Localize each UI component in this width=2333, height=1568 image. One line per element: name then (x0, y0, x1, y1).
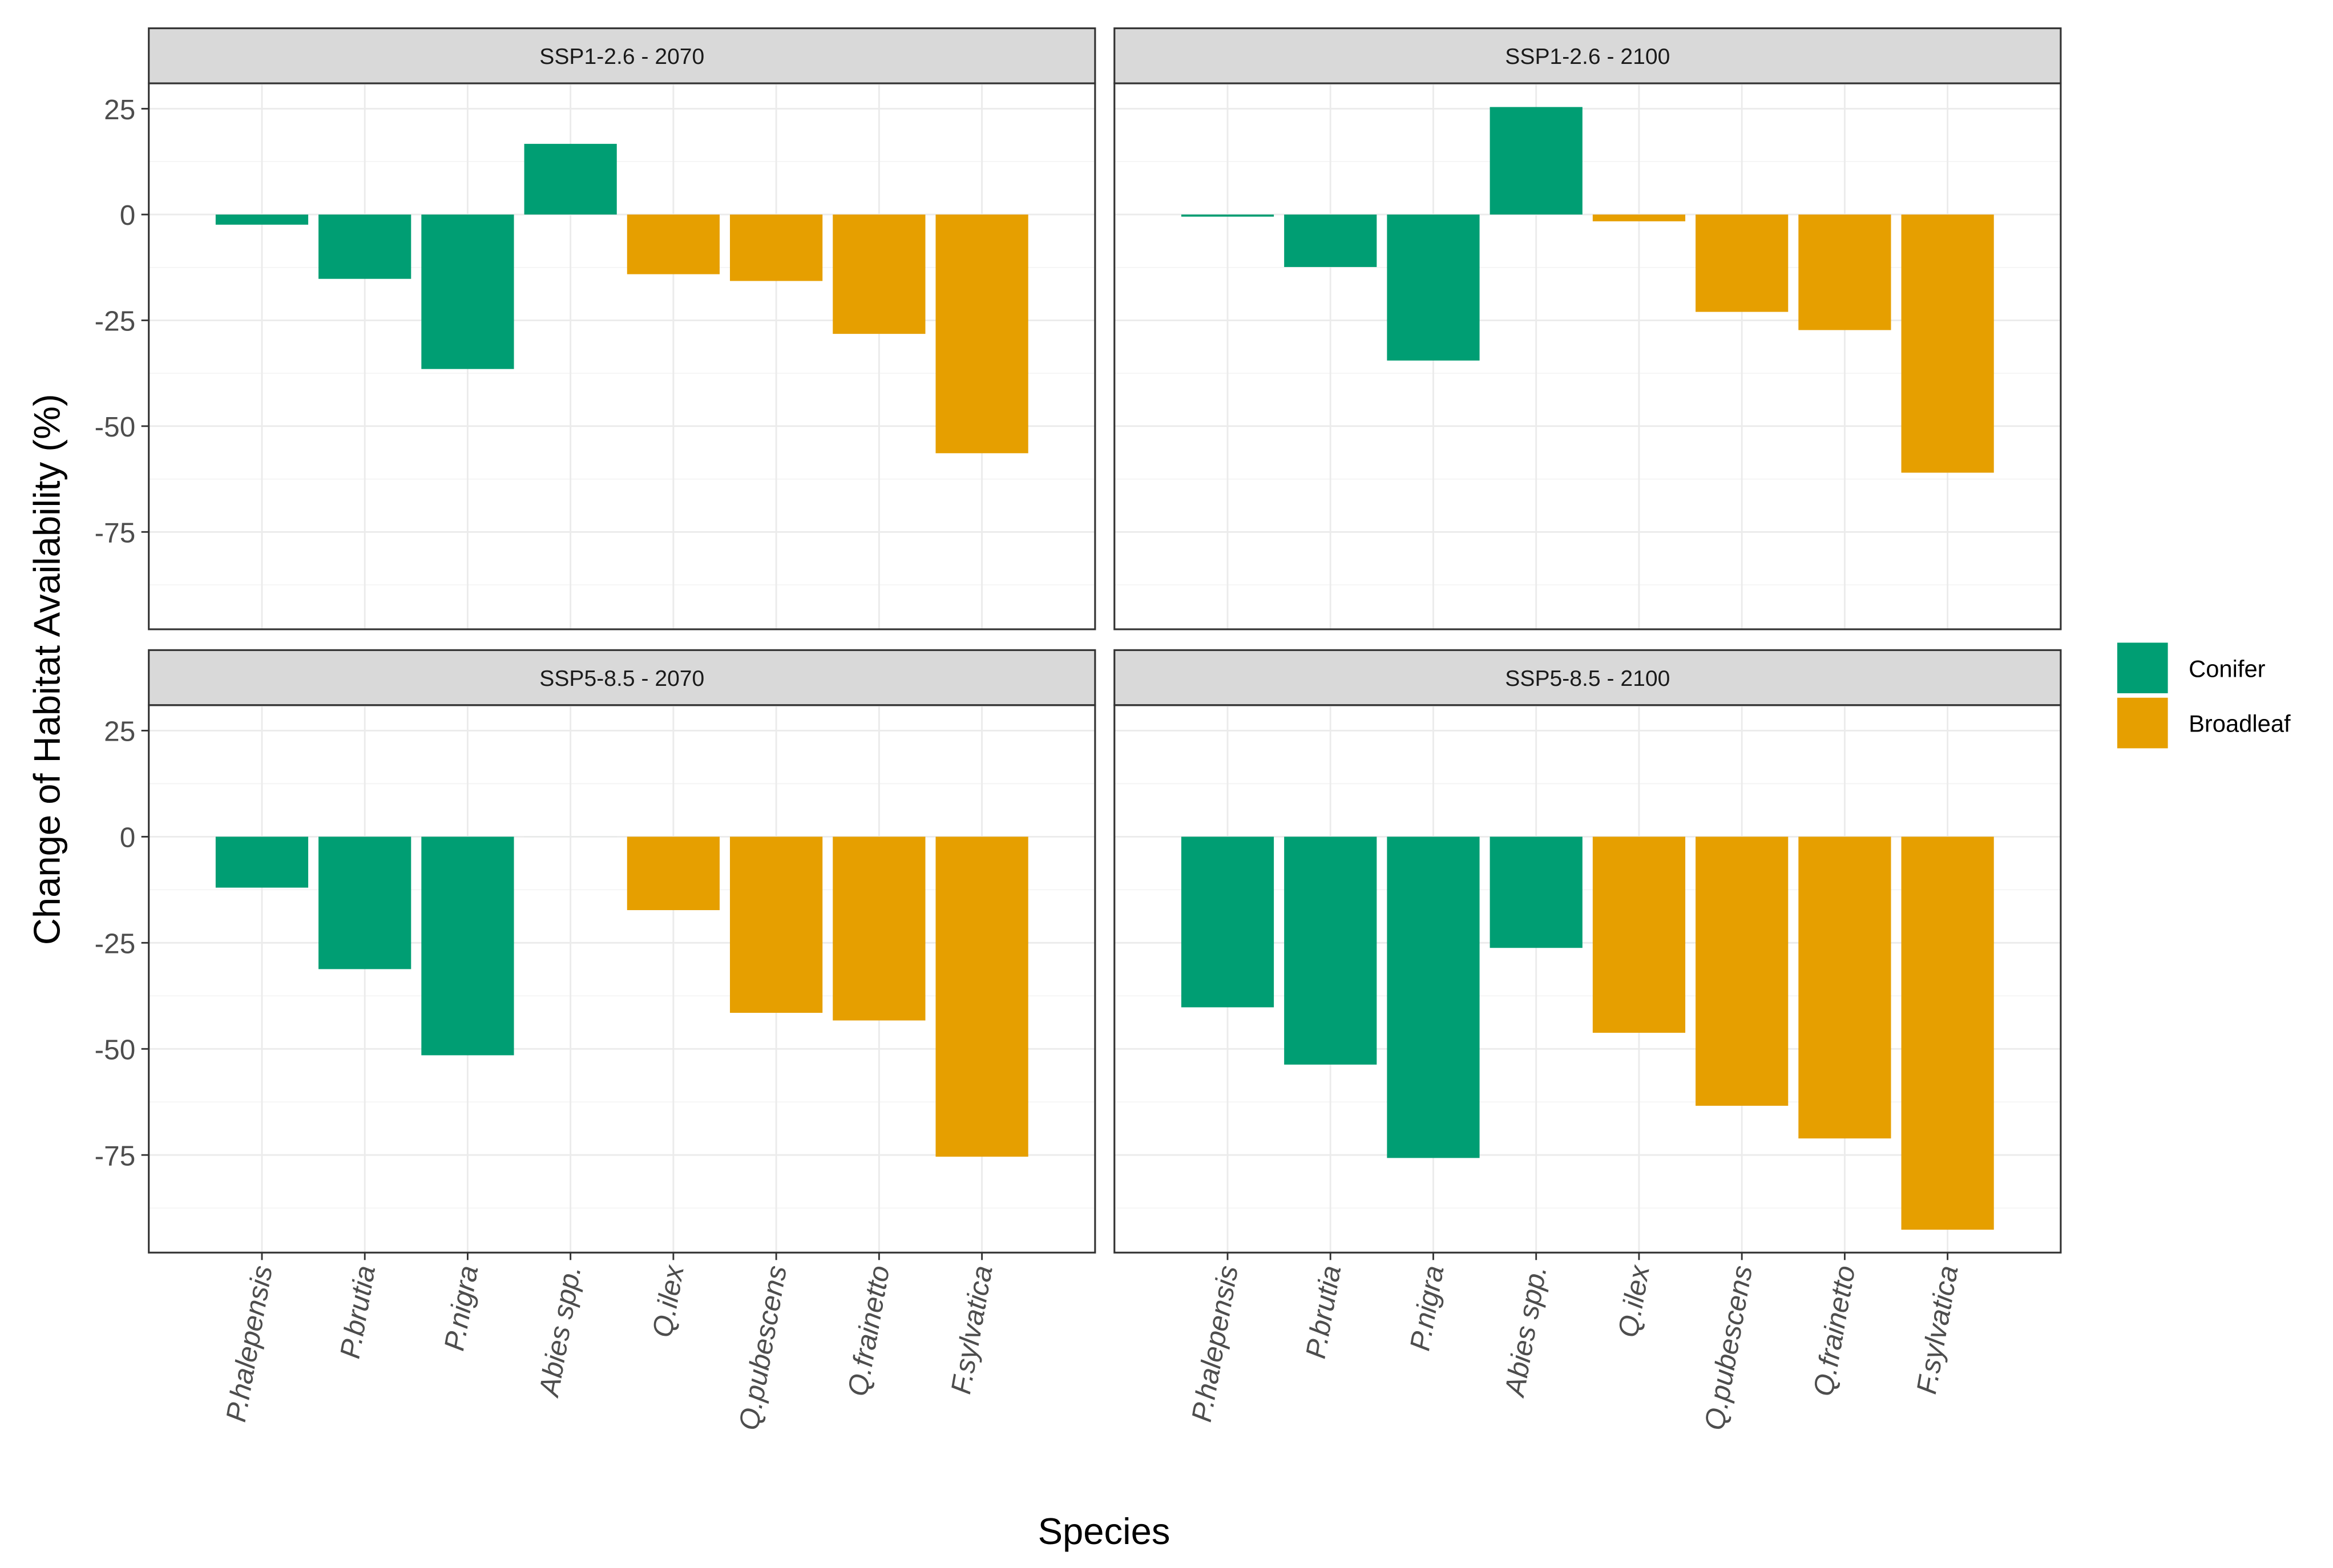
bar-abies-spp- (1490, 836, 1583, 948)
y-tick-label: -75 (95, 1140, 136, 1171)
bar-p-nigra (1387, 836, 1480, 1158)
panel-border (148, 704, 1096, 1254)
x-tick-label: P.halepensis (220, 1263, 278, 1424)
panel-border (1113, 704, 2062, 1254)
x-tick-label: P.nigra (1404, 1263, 1450, 1353)
bar-p-brutia (1284, 214, 1377, 267)
bar-q-ilex (1592, 836, 1686, 1033)
panel-border (1113, 82, 2062, 631)
panel-3: SSP5-8.5 - 2070 25 0 -25 -50 -75 P.halepensis P… (95, 649, 1096, 1433)
panel-4: SSP5-8.5 - 2100 P.halepensis P.brutia P.nig… (1113, 649, 2062, 1433)
legend-key-broadleaf (2117, 697, 2168, 749)
legend-label: Conifer (2189, 655, 2266, 682)
x-tick-label: F.sylvatica (945, 1263, 999, 1397)
y-tick-label: 0 (120, 200, 136, 231)
bar-q-ilex (1592, 214, 1686, 221)
facet-strip (1113, 27, 2062, 84)
facet-strip (148, 649, 1096, 706)
bar-p-halepensis (1181, 214, 1274, 217)
y-tick-label: -50 (95, 1034, 136, 1066)
bar-q-frainetto (1798, 836, 1891, 1139)
y-tick-label: -25 (95, 306, 136, 337)
bar-f-sylvatica (935, 214, 1028, 454)
bar-q-pubescens (730, 836, 823, 1013)
bar-p-halepensis (1181, 836, 1274, 1008)
bar-q-pubescens (1696, 214, 1789, 312)
bar-q-ilex (627, 836, 720, 911)
x-tick-label: Q.pubescens (733, 1263, 793, 1433)
bar-q-frainetto (833, 214, 926, 334)
y-tick-label: -75 (95, 518, 136, 549)
x-axis-title: Species (1038, 1510, 1170, 1552)
bar-p-brutia (318, 836, 411, 969)
x-tick-label: P.nigra (438, 1263, 484, 1353)
bar-p-brutia (318, 214, 411, 279)
x-tick-label: P.brutia (334, 1263, 382, 1361)
y-tick-label: 0 (120, 822, 136, 854)
bar-q-frainetto (833, 836, 926, 1021)
facet-title: SSP5-8.5 - 2100 (1505, 666, 1670, 691)
panel-1: SSP1-2.6 - 2070 25 0 -25 -50 -75 (95, 27, 1096, 631)
x-tick-label: Q.ilex (1612, 1262, 1656, 1339)
panel-2: SSP1-2.6 - 2100 (1113, 27, 2062, 631)
x-tick-label: Q.frainetto (1807, 1263, 1861, 1399)
bar-p-halepensis (215, 214, 309, 225)
x-tick-label: F.sylvatica (1911, 1263, 1964, 1397)
bar-f-sylvatica (935, 836, 1028, 1157)
x-tick-label: P.brutia (1300, 1263, 1347, 1361)
facet-title: SSP5-8.5 - 2070 (539, 666, 704, 691)
bar-q-frainetto (1798, 214, 1891, 330)
facet-strip (148, 27, 1096, 84)
bar-abies-spp- (524, 144, 617, 215)
facet-title: SSP1-2.6 - 2070 (539, 45, 704, 69)
x-tick-label: Q.ilex (647, 1262, 691, 1339)
x-tick-label: Abies spp. (533, 1263, 587, 1400)
x-tick-label: Abies spp. (1499, 1263, 1553, 1400)
y-tick-label: -50 (95, 411, 136, 443)
y-axis-title: Change of Habitat Availability (%) (26, 394, 67, 945)
legend-key-conifer (2117, 642, 2168, 693)
x-tick-label: P.halepensis (1186, 1263, 1244, 1424)
facet-strip (1113, 649, 2062, 706)
panel-border (148, 82, 1096, 631)
bar-q-ilex (627, 214, 720, 274)
x-tick-label: Q.pubescens (1698, 1263, 1758, 1433)
bar-f-sylvatica (1901, 214, 1994, 473)
legend-label: Broadleaf (2189, 710, 2291, 737)
y-tick-label: 25 (104, 716, 135, 747)
x-tick-label: Q.frainetto (842, 1263, 895, 1399)
bar-p-halepensis (215, 836, 309, 888)
y-tick-label: -25 (95, 928, 136, 960)
bar-p-nigra (421, 214, 514, 369)
facet-title: SSP1-2.6 - 2100 (1505, 45, 1670, 69)
bar-p-nigra (421, 836, 514, 1056)
bar-q-pubescens (1696, 836, 1789, 1106)
bar-p-brutia (1284, 836, 1377, 1065)
y-tick-label: 25 (104, 94, 135, 126)
bar-f-sylvatica (1901, 836, 1994, 1230)
legend: Conifer Broadleaf (2117, 642, 2291, 749)
bar-q-pubescens (730, 214, 823, 281)
bar-abies-spp- (1490, 107, 1583, 215)
bar-p-nigra (1387, 214, 1480, 361)
